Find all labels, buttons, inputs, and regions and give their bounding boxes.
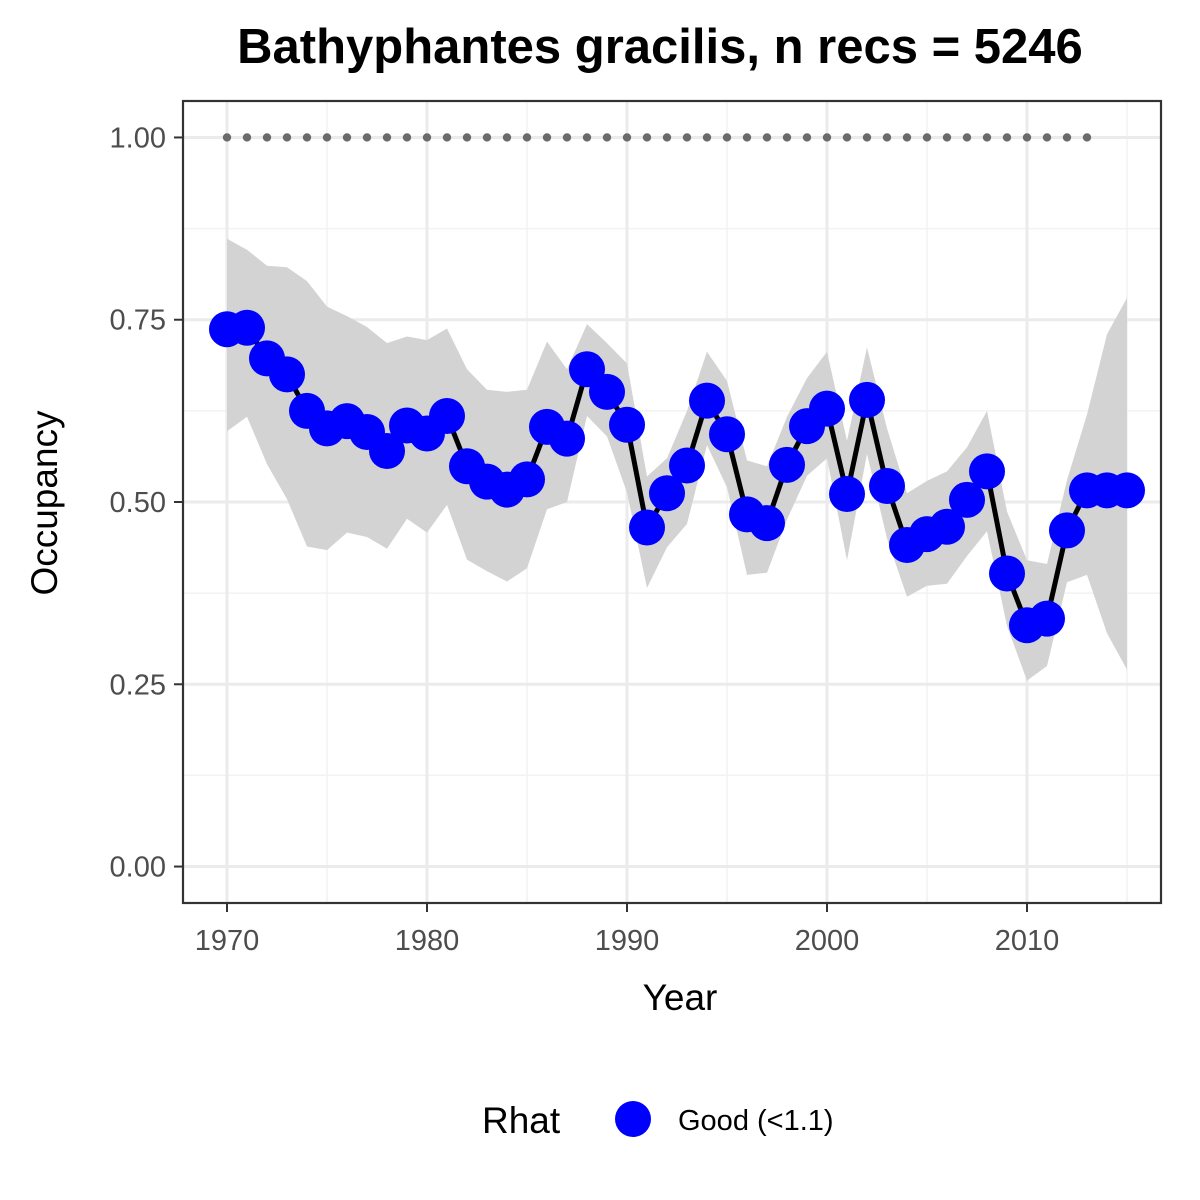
reference-dot: [942, 133, 952, 142]
reference-dot: [322, 133, 332, 142]
data-point: [709, 416, 745, 453]
reference-dot: [302, 133, 312, 142]
legend-title: Rhat: [482, 1100, 561, 1141]
y-axis: 0.00 0.25 0.50 0.75 1.00: [110, 122, 183, 884]
reference-dot: [662, 133, 672, 142]
data-point: [829, 475, 865, 512]
data-point: [969, 453, 1005, 490]
reference-dot: [342, 133, 352, 142]
reference-dot: [742, 133, 752, 142]
data-point: [849, 381, 885, 418]
y-tick-label: 1.00: [110, 122, 166, 154]
reference-dot: [262, 133, 272, 142]
y-tick-label: 0.75: [110, 305, 166, 337]
reference-dot: [842, 133, 852, 142]
reference-dot: [862, 133, 872, 142]
reference-dot: [642, 133, 652, 142]
data-point: [769, 446, 805, 483]
data-point: [429, 397, 465, 434]
reference-dot: [362, 133, 372, 142]
data-point: [629, 509, 665, 546]
reference-dot: [442, 133, 452, 142]
data-point: [689, 382, 725, 419]
reference-dot: [542, 133, 552, 142]
legend: Rhat Good (<1.1): [482, 1100, 834, 1141]
reference-dot: [722, 133, 732, 142]
y-tick-label: 0.50: [110, 487, 166, 519]
reference-dot: [402, 133, 412, 142]
y-tick-label: 0.00: [110, 852, 166, 884]
data-point: [869, 467, 905, 504]
data-point: [949, 481, 985, 518]
legend-key-good: [615, 1101, 651, 1137]
reference-dot: [562, 133, 572, 142]
reference-dot: [522, 133, 532, 142]
data-point: [1109, 472, 1145, 509]
reference-dot: [1002, 133, 1012, 142]
chart-title: Bathyphantes gracilis, n recs = 5246: [237, 20, 1083, 74]
reference-dot: [802, 133, 812, 142]
x-tick-label: 1970: [195, 925, 260, 957]
reference-dot: [602, 133, 612, 142]
x-axis: 1970 1980 1990 2000 2010: [195, 903, 1060, 957]
data-point: [609, 406, 645, 443]
data-point: [649, 475, 685, 512]
y-tick-label: 0.25: [110, 669, 166, 701]
occupancy-points: [209, 309, 1145, 644]
data-point: [1029, 600, 1065, 637]
reference-dot: [462, 133, 472, 142]
data-point: [1049, 512, 1085, 549]
x-axis-title: Year: [643, 977, 718, 1018]
reference-dot: [1042, 133, 1052, 142]
reference-dot: [1062, 133, 1072, 142]
data-point: [509, 461, 545, 498]
data-point: [669, 447, 705, 484]
reference-dot: [982, 133, 992, 142]
reference-dot: [882, 133, 892, 142]
data-point: [269, 356, 305, 393]
reference-dot: [582, 133, 592, 142]
reference-dot: [482, 133, 492, 142]
reference-dot: [682, 133, 692, 142]
reference-dot: [502, 133, 512, 142]
data-point: [929, 508, 965, 545]
reference-dot: [282, 133, 292, 142]
x-tick-label: 1980: [395, 925, 460, 957]
reference-dot: [702, 133, 712, 142]
reference-dot: [782, 133, 792, 142]
reference-dot: [622, 133, 632, 142]
reference-dot: [382, 133, 392, 142]
legend-label-good: Good (<1.1): [678, 1105, 834, 1137]
reference-dot: [242, 133, 252, 142]
data-point: [809, 390, 845, 427]
data-point: [229, 309, 265, 346]
x-tick-label: 2000: [795, 925, 860, 957]
reference-dot: [822, 133, 832, 142]
reference-dot: [1082, 133, 1092, 142]
reference-dot: [962, 133, 972, 142]
reference-dot: [922, 133, 932, 142]
data-point: [589, 373, 625, 410]
reference-dot: [222, 133, 232, 142]
reference-dot: [422, 133, 432, 142]
reference-dotted-line: [222, 133, 1092, 142]
data-point: [549, 420, 585, 457]
x-tick-label: 2010: [995, 925, 1060, 957]
y-axis-title: Occupancy: [24, 410, 65, 596]
reference-dot: [762, 133, 772, 142]
data-point: [369, 432, 405, 469]
reference-dot: [902, 133, 912, 142]
data-point: [989, 555, 1025, 592]
reference-dot: [1022, 133, 1032, 142]
x-tick-label: 1990: [595, 925, 660, 957]
data-point: [749, 505, 785, 542]
